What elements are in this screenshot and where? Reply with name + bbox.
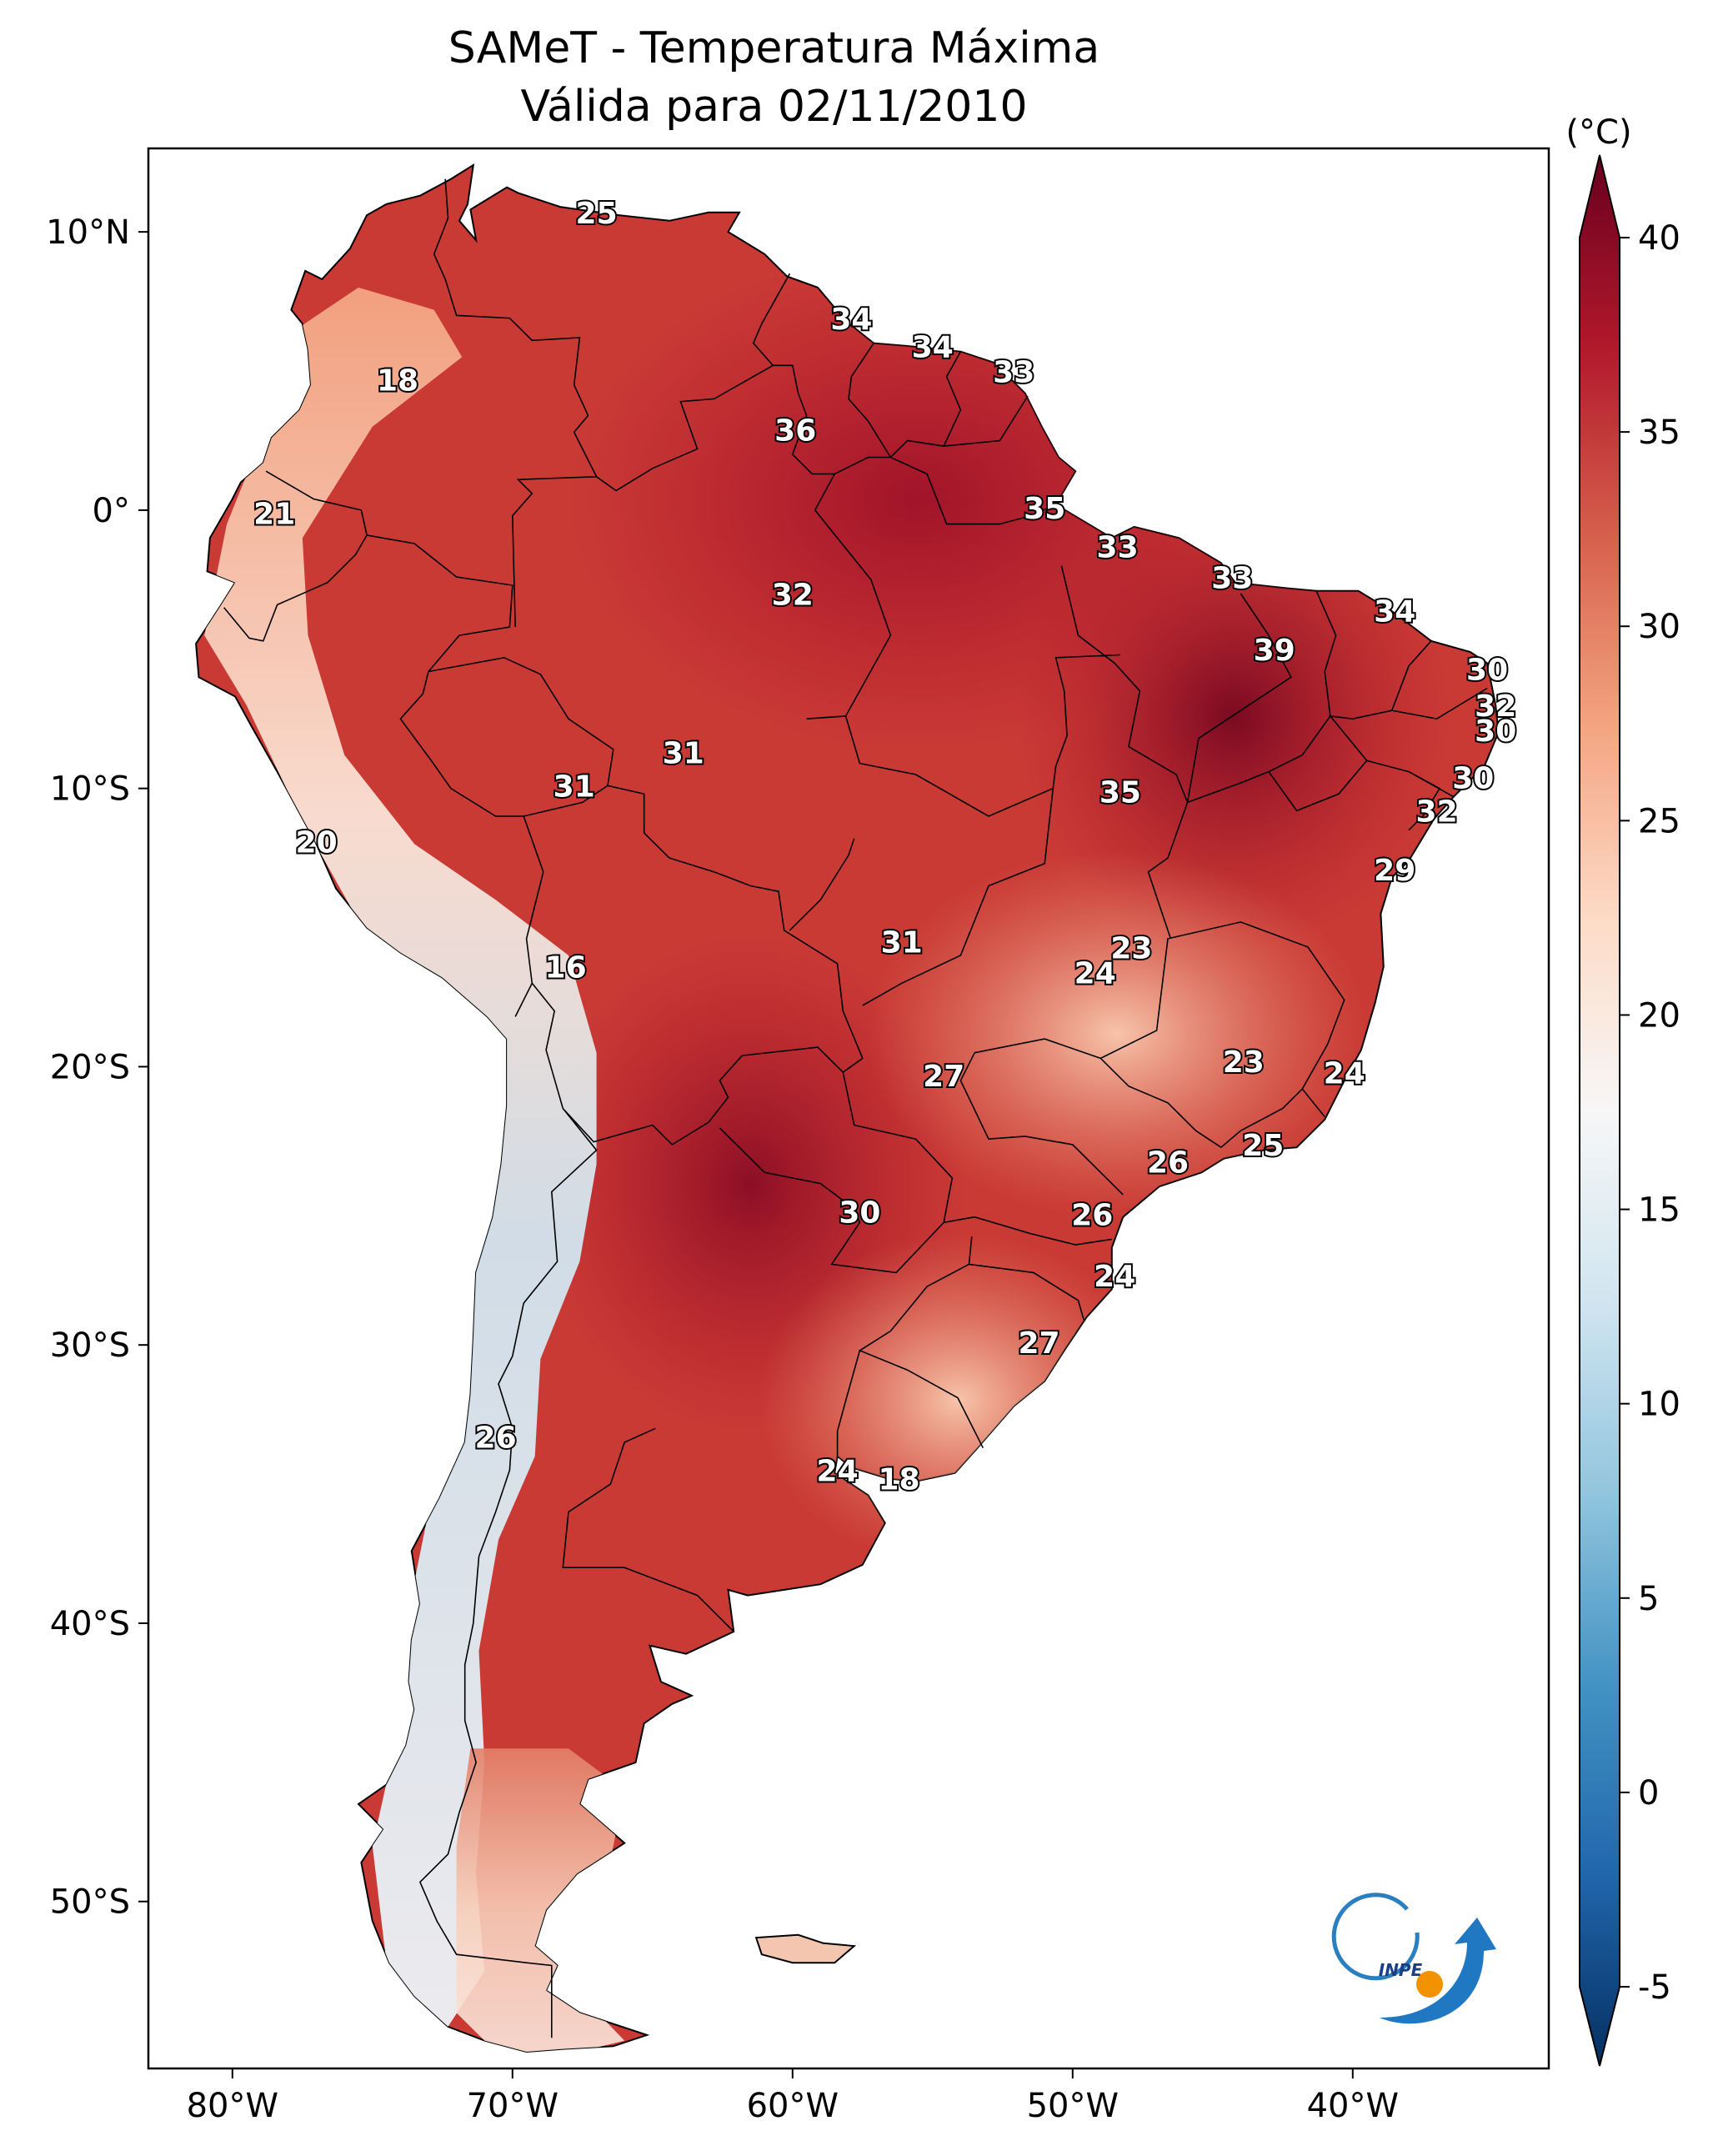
station-value-label: 33 — [993, 355, 1034, 389]
station-value-label: 16 — [545, 951, 587, 985]
colorbar-body — [1579, 154, 1620, 2067]
logo-sun-icon — [1416, 1971, 1443, 1998]
station-value-label: 24 — [1094, 1260, 1135, 1294]
station-value-label: 26 — [475, 1421, 517, 1456]
station-value-label: 24 — [1074, 956, 1116, 990]
station-value-label: 25 — [576, 197, 618, 231]
patagonia-zone — [456, 1748, 625, 2052]
station-value-label: 31 — [663, 737, 704, 771]
station-value-label: 35 — [1024, 492, 1065, 526]
station-value-label: 23 — [1110, 931, 1152, 965]
station-value-label: 32 — [1475, 689, 1516, 724]
colorbar-tick-label: 10 — [1638, 1386, 1680, 1424]
colorbar: 40 35 30 25 20 15 10 5 0 -5 (°C) — [1565, 113, 1680, 2067]
y-tick-label: 30°S — [50, 1326, 130, 1365]
x-axis-ticks: 80°W 70°W 60°W 50°W 40°W — [187, 2068, 1399, 2125]
station-value-label: 24 — [817, 1455, 859, 1489]
station-value-label: 39 — [1254, 634, 1295, 668]
colorbar-tick-label: 30 — [1638, 608, 1680, 646]
station-value-label: 26 — [1147, 1146, 1189, 1180]
colorbar-tick-label: 5 — [1638, 1580, 1659, 1618]
y-tick-label: 20°S — [50, 1048, 130, 1086]
land-temperature-field — [195, 163, 1500, 2053]
station-value-label: 36 — [774, 414, 816, 448]
colorbar-tick-label: 35 — [1638, 414, 1680, 452]
station-value-label: 25 — [1242, 1129, 1284, 1163]
logo-orbit-arc — [1331, 1893, 1420, 1981]
station-value-label: 32 — [772, 578, 814, 612]
y-axis-ticks: 10°N 0° 10°S 20°S 30°S 40°S 50°S — [46, 213, 148, 1922]
station-value-label: 31 — [553, 770, 595, 805]
station-value-label: 24 — [1324, 1056, 1365, 1091]
colorbar-tick-label: 40 — [1638, 219, 1680, 258]
colorbar-tick-label: 0 — [1638, 1774, 1659, 1813]
station-value-label: 21 — [253, 498, 295, 532]
station-value-label: 30 — [839, 1196, 880, 1230]
station-value-label: 30 — [1466, 654, 1508, 688]
y-tick-label: 40°S — [50, 1605, 130, 1643]
x-tick-label: 60°W — [747, 2087, 839, 2125]
y-tick-label: 10°S — [50, 770, 130, 809]
station-value-label: 30 — [1475, 714, 1516, 749]
figure-subtitle: Válida para 02/11/2010 — [520, 82, 1028, 132]
station-value-label: 18 — [878, 1463, 919, 1497]
station-value-label: 23 — [1223, 1045, 1265, 1080]
x-tick-label: 50°W — [1027, 2087, 1119, 2125]
station-value-label: 29 — [1374, 854, 1415, 888]
country-borders — [223, 178, 1488, 2038]
station-value-label: 27 — [923, 1060, 964, 1094]
station-value-label: 30 — [1452, 762, 1494, 796]
logo-text: INPE — [1379, 1960, 1423, 1980]
station-value-label: 32 — [1416, 795, 1458, 830]
x-tick-label: 80°W — [187, 2087, 278, 2125]
station-value-label: 33 — [1211, 561, 1253, 595]
station-value-label: 34 — [1374, 594, 1415, 629]
x-tick-label: 40°W — [1307, 2087, 1399, 2125]
mild-zone-southeast — [867, 850, 1367, 1217]
colorbar-tick-label: 20 — [1638, 996, 1680, 1035]
y-tick-label: 10°N — [46, 213, 130, 252]
station-value-label: 20 — [296, 825, 338, 860]
station-value-label: 26 — [1071, 1199, 1113, 1233]
inpe-logo: INPE — [1331, 1893, 1496, 2024]
figure-title: SAMeT - Temperatura Máxima — [448, 23, 1100, 73]
station-value-label: 34 — [830, 303, 872, 337]
station-value-label: 34 — [912, 330, 954, 364]
andes-cool-band — [204, 287, 597, 2035]
y-tick-label: 50°S — [50, 1883, 130, 1922]
colorbar-ticks: 40 35 30 25 20 15 10 5 0 -5 — [1620, 219, 1680, 2007]
station-value-label: 31 — [881, 926, 923, 960]
colorbar-tick-label: 15 — [1638, 1191, 1680, 1230]
falkland-islands — [754, 1933, 857, 1964]
x-tick-label: 70°W — [467, 2087, 558, 2125]
station-value-label: 33 — [1097, 531, 1139, 565]
logo-arrow-icon — [1380, 1918, 1496, 2024]
colorbar-tick-label: -5 — [1638, 1968, 1671, 2007]
station-value-label: 35 — [1099, 775, 1141, 810]
colorbar-unit: (°C) — [1565, 113, 1631, 152]
station-value-label: 27 — [1018, 1326, 1059, 1361]
y-tick-label: 0° — [93, 492, 130, 530]
colorbar-tick-label: 25 — [1638, 802, 1680, 840]
station-value-label: 18 — [377, 364, 418, 398]
